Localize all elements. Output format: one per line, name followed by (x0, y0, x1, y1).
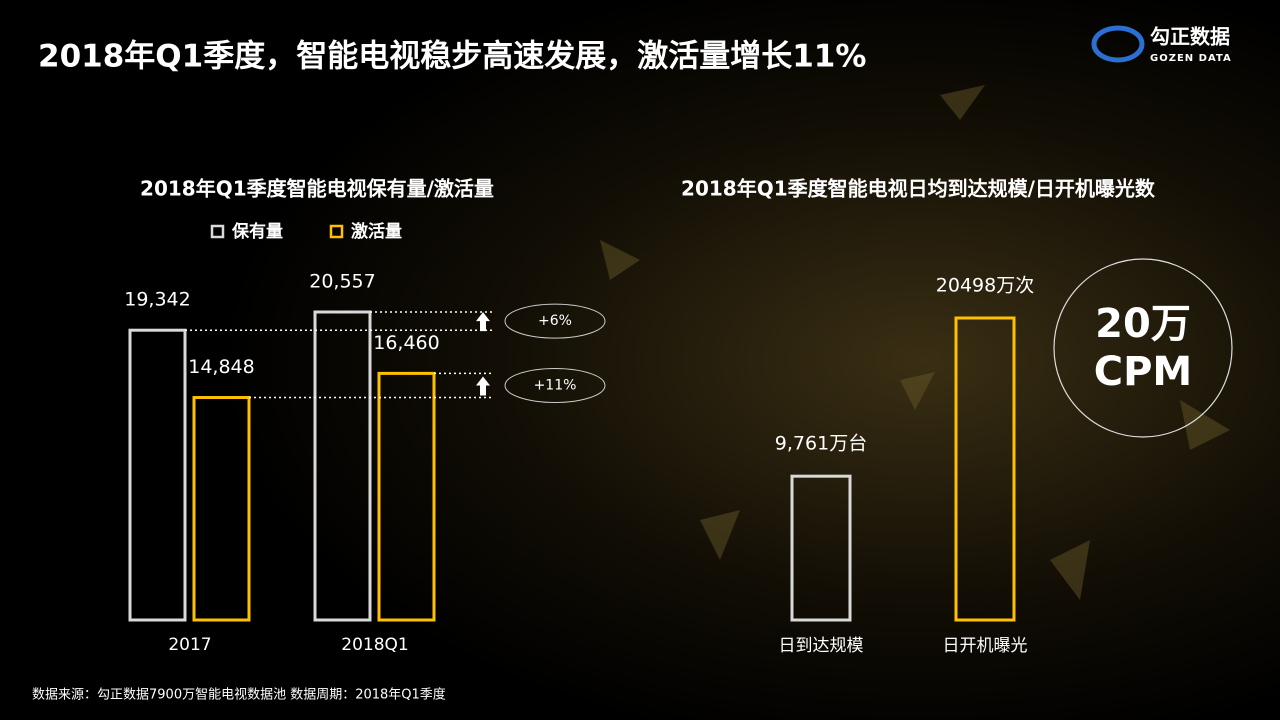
chart-title: 2018年Q1季度智能电视保有量/激活量 (140, 177, 494, 201)
logo-text: 勾正数据 (1150, 25, 1230, 49)
x-tick-label: 日开机曝光 (943, 636, 1028, 656)
value-label: 20,557 (309, 271, 375, 293)
x-tick-label: 日到达规模 (779, 636, 864, 656)
up-arrow (476, 376, 490, 396)
value-label: 14,848 (188, 356, 254, 378)
background-decor (600, 85, 1230, 600)
annotation-ellipse (504, 303, 606, 339)
x-tick-label: 2017 (168, 635, 211, 655)
annotation: +11% (534, 377, 577, 393)
logo: 勾正数据 GOZEN DATA (1091, 25, 1232, 64)
callout-line1: 20万 (1095, 301, 1191, 347)
bar (790, 474, 852, 622)
page-title: 2018年Q1季度，智能电视稳步高速发展，激活量增长11% (38, 39, 866, 75)
annotation: +6% (538, 313, 572, 329)
bar (377, 371, 436, 622)
bar (192, 396, 251, 622)
bar (313, 310, 372, 622)
chart-title: 2018年Q1季度智能电视日均到达规模/日开机曝光数 (681, 177, 1156, 201)
annotation-ellipse (504, 367, 606, 403)
logo-subtext: GOZEN DATA (1150, 53, 1232, 64)
callout-circle (1053, 258, 1233, 438)
legend-swatch (210, 224, 225, 239)
value-label: 9,761万台 (775, 433, 867, 455)
value-label: 16,460 (373, 332, 439, 354)
x-tick-label: 2018Q1 (341, 635, 408, 655)
legend-label: 激活量 (351, 221, 402, 242)
callout-line2: CPM (1094, 349, 1192, 395)
bar (128, 328, 187, 622)
value-label: 20498万次 (936, 275, 1034, 297)
logo-icon (1091, 25, 1145, 63)
bar (954, 316, 1016, 622)
up-arrow (476, 312, 490, 332)
footer: 数据来源：勾正数据7900万智能电视数据池 数据周期：2018年Q1季度 (32, 687, 446, 703)
legend-swatch (329, 224, 344, 239)
value-label: 19,342 (124, 289, 190, 311)
legend-label: 保有量 (231, 221, 283, 242)
